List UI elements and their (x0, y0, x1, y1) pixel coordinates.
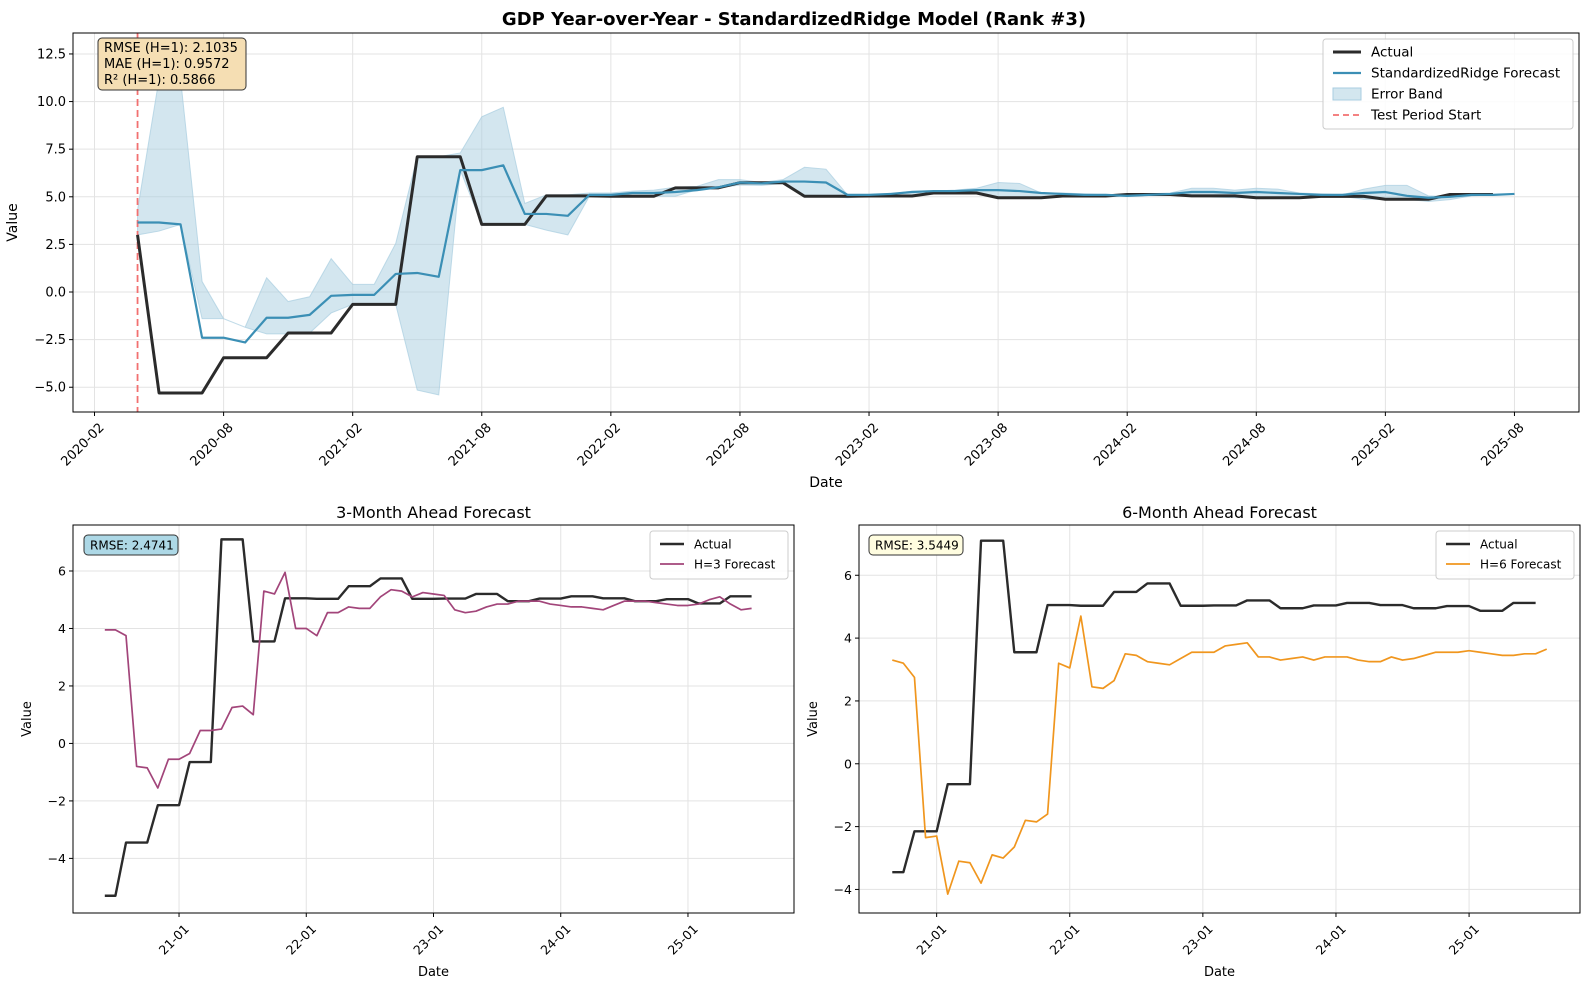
x-tick-label: 21-01 (156, 921, 192, 957)
legend-label-actual: Actual (694, 538, 732, 552)
x-tick-label: 2025-08 (1478, 420, 1527, 469)
stats-line: RMSE: 2.4741 (90, 539, 174, 553)
y-tick-label: 6 (844, 568, 852, 583)
x-tick-label: 23-01 (1179, 921, 1215, 957)
stats-line: RMSE: 3.5449 (875, 539, 959, 553)
legend-label-h-6-forecast: H=6 Forecast (1480, 558, 1562, 572)
y-tick-label: −2 (834, 819, 852, 834)
x-tick-label: 2022-02 (575, 420, 624, 469)
top-forecast-chart: −5.0 −2.5 0.0 2.5 5.0 7.5 10.0 12.5 2020-02 2020-… (5, 32, 1580, 491)
x-tick-label: 24-01 (1313, 921, 1349, 957)
x-tick-label: 24-01 (537, 921, 573, 957)
x-tick-label: 2020-08 (188, 420, 237, 469)
x-tick-label: 2020-02 (59, 420, 108, 469)
legend-frame (1322, 38, 1574, 130)
legend-label-actual: Actual (1480, 538, 1518, 552)
y-tick-label: −4 (834, 882, 852, 897)
x-axis-label: Date (809, 475, 842, 491)
y-tick-label: 10.0 (37, 95, 66, 110)
series-line-h-6-forecast (892, 615, 1548, 895)
y-tick-label: −5.0 (34, 381, 66, 396)
stats-box: RMSE: 3.5449 (868, 534, 964, 556)
legend-label-error-band: Error Band (1371, 87, 1443, 103)
stats-box-background (868, 534, 964, 556)
y-tick-label: 2.5 (45, 238, 66, 253)
x-tick-label: 2022-08 (704, 420, 753, 469)
x-tick-label: 2021-02 (317, 420, 366, 469)
y-tick-label: −2.5 (34, 333, 66, 348)
y-tick-label: 7.5 (45, 143, 66, 158)
y-axis-label: Value (5, 203, 21, 241)
x-tick-label: 2024-08 (1220, 420, 1269, 469)
legend-swatch-error-band (1332, 87, 1362, 101)
series-line-standardizedridge-forecast (137, 164, 1515, 344)
main-title: GDP Year-over-Year - StandardizedRidge M… (502, 9, 1086, 30)
y-tick-label: 4 (844, 631, 852, 646)
x-tick-label: 25-01 (1446, 921, 1482, 957)
grid (73, 525, 794, 913)
legend-label-h-3-forecast: H=3 Forecast (694, 558, 776, 572)
error-band (137, 78, 1515, 396)
plot-frame (72, 32, 1580, 413)
x-tick-label: 2023-08 (962, 420, 1011, 469)
x-tick-label: 2025-02 (1349, 420, 1398, 469)
series-line-actual (892, 539, 1536, 874)
stats-line: MAE (H=1): 0.9572 (104, 57, 230, 72)
x-tick-label: 22-01 (1046, 921, 1082, 957)
series-line-actual (136, 155, 1493, 395)
subplot-title: 6-Month Ahead Forecast (1122, 503, 1317, 522)
x-tick-label: 23-01 (410, 921, 446, 957)
x-axis-label: Date (1204, 965, 1235, 980)
y-tick-label: 4 (58, 621, 66, 636)
stats-box-background (83, 534, 179, 556)
legend-label-test-period-start: Test Period Start (1370, 108, 1481, 124)
legend: Actual H=3 Forecast (649, 530, 789, 580)
y-tick-label: 5.0 (45, 190, 66, 205)
x-tick-label: 2021-08 (446, 420, 495, 469)
legend-frame (649, 530, 789, 580)
y-tick-label: 0 (844, 756, 852, 771)
subplot-title: 3-Month Ahead Forecast (336, 503, 531, 522)
y-axis-label: Value (806, 701, 821, 737)
y-tick-label: 2 (58, 678, 66, 693)
y-tick-label: 0.0 (45, 286, 66, 301)
series-line-h-3-forecast (104, 571, 752, 789)
stats-box: RMSE: 2.4741 (83, 534, 179, 556)
legend-label-standardizedridge-forecast: StandardizedRidge Forecast (1371, 66, 1560, 82)
x-tick-label: 22-01 (283, 921, 319, 957)
legend-label-actual: Actual (1371, 45, 1413, 61)
x-tick-label: 25-01 (665, 921, 701, 957)
x-tick-label: 2024-02 (1091, 420, 1140, 469)
plot-frame (858, 524, 1581, 914)
stats-line: RMSE (H=1): 2.1035 (104, 41, 238, 56)
stats-line: R² (H=1): 0.5866 (104, 73, 215, 88)
x-tick-label: 21-01 (913, 921, 949, 957)
six-month-forecast-chart: −4 −2 0 2 4 6 21-01 22-01 23-01 24-01 25-01 Date Val… (806, 503, 1581, 980)
y-tick-label: −4 (48, 851, 66, 866)
legend: Actual H=6 Forecast (1435, 530, 1575, 580)
legend: Actual StandardizedRidge Forecast Error Ba… (1322, 38, 1574, 130)
y-tick-label: 6 (58, 563, 66, 578)
y-tick-label: 12.5 (37, 47, 66, 62)
stats-box-background (97, 37, 247, 91)
x-tick-label: 2023-02 (833, 420, 882, 469)
y-tick-label: 0 (58, 736, 66, 751)
legend-frame (1435, 530, 1575, 580)
y-axis-label: Value (20, 701, 35, 737)
x-axis-label: Date (418, 965, 449, 980)
three-month-forecast-chart: −4 −2 0 2 4 6 21-01 22-01 23-01 24-01 25-01 Date Val… (20, 503, 795, 980)
y-tick-label: 2 (844, 693, 852, 708)
y-tick-label: −2 (48, 793, 66, 808)
grid (859, 525, 1580, 913)
